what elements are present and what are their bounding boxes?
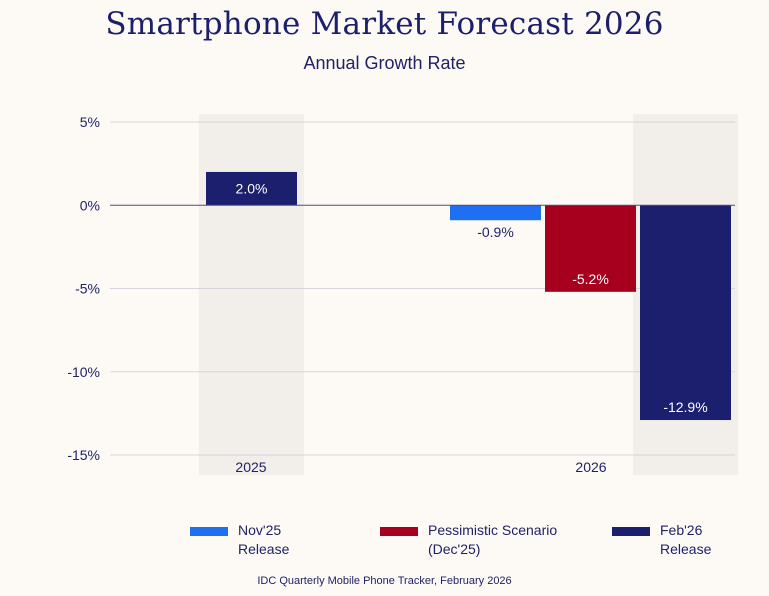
legend-item-nov25: Nov'25 Release: [190, 521, 289, 559]
y-tick-label: 5%: [80, 114, 100, 130]
source-note: IDC Quarterly Mobile Phone Tracker, Febr…: [257, 575, 512, 587]
data-label-2026-series-2: -12.9%: [663, 399, 707, 415]
bar-2026-series-1: [545, 205, 636, 292]
legend-label-feb26: Feb'26 Release: [660, 522, 712, 557]
bar-2026-series-0: [450, 205, 541, 221]
x-tick-label-2026: 2026: [575, 459, 606, 475]
chart-subtitle: Annual Growth Rate: [303, 53, 466, 73]
x-tick-label-2025: 2025: [235, 459, 266, 475]
y-tick-label: -10%: [67, 364, 100, 380]
legend-swatch-feb26: [612, 527, 650, 536]
legend-item-pessimistic: Pessimistic Scenario (Dec'25): [380, 521, 557, 559]
legend-item-feb26: Feb'26 Release: [612, 521, 711, 559]
y-tick-label: -5%: [75, 281, 100, 297]
bar-2026-series-2: [640, 205, 731, 421]
data-label-2025-series-2: 2.0%: [236, 181, 268, 197]
legend-label-pessimistic: Pessimistic Scenario (Dec'25): [428, 522, 558, 557]
y-tick-label: -15%: [67, 447, 100, 463]
data-label-2026-series-0: -0.9%: [477, 224, 514, 240]
bar-2025-series-2: [206, 171, 297, 206]
legend-swatch-nov25: [190, 527, 228, 536]
highlight-band-2025: [199, 114, 304, 475]
legend-swatch-pessimistic: [380, 527, 418, 536]
data-label-2026-series-1: -5.2%: [572, 271, 609, 287]
chart-title: Smartphone Market Forecast 2026: [105, 6, 664, 42]
y-tick-label: 0%: [80, 197, 100, 213]
legend-label-nov25: Nov'25 Release: [238, 522, 290, 557]
